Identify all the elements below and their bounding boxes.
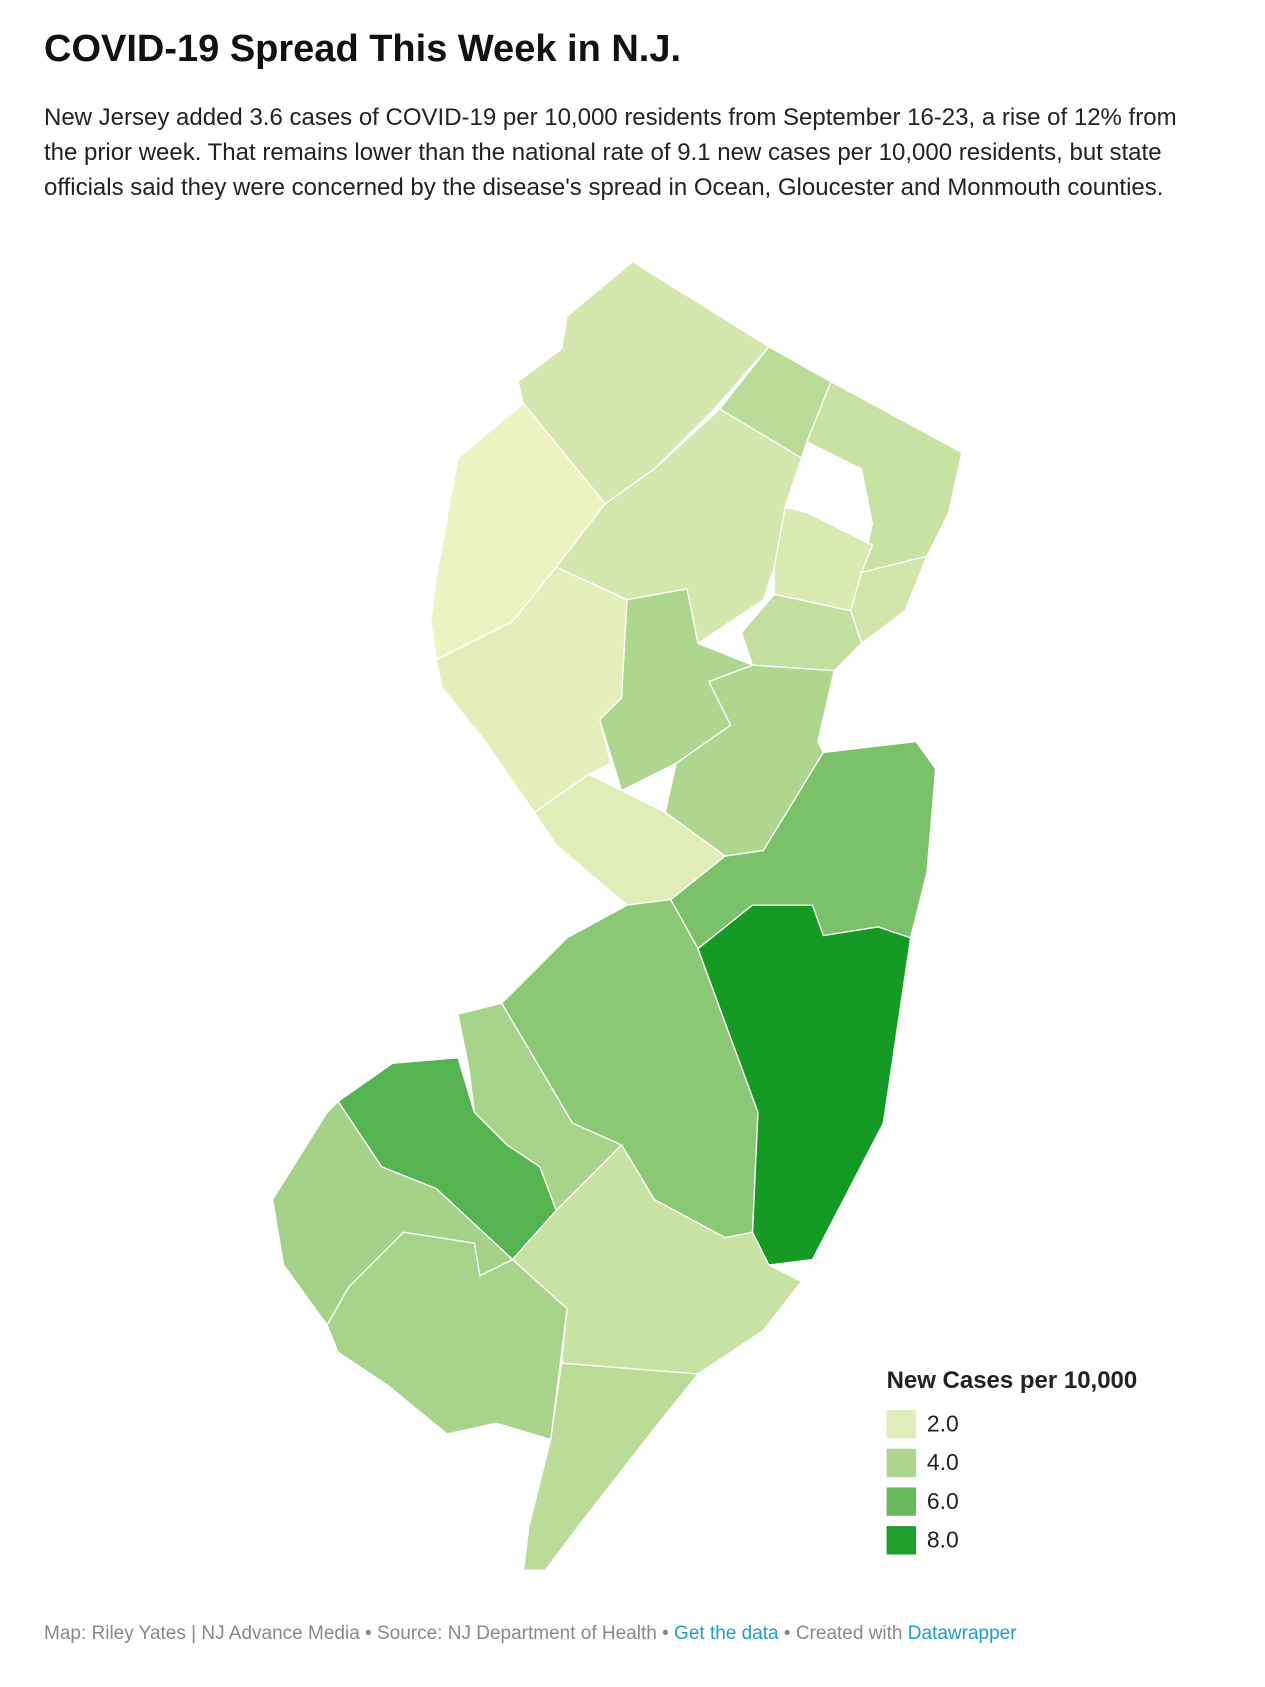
county (522, 1362, 699, 1571)
footer: Map: Riley Yates | NJ Advance Media • So… (44, 1623, 1017, 1645)
legend-label: 8.0 (927, 1526, 959, 1552)
datawrapper-link[interactable]: Datawrapper (907, 1623, 1017, 1644)
title: COVID-19 Spread This Week in N.J. (44, 28, 682, 70)
legend-swatch (886, 1410, 917, 1439)
legend-label: 2.0 (927, 1410, 959, 1436)
legend-swatch (886, 1526, 917, 1555)
source: Map: Riley Yates | NJ Advance Media • So… (44, 1623, 669, 1644)
legend-swatch (886, 1448, 917, 1478)
description: New Jersey added 3.6 cases of COVID-19 p… (44, 104, 1177, 201)
legend-title: New Cases per 10,000 (887, 1367, 1138, 1394)
county (435, 566, 628, 814)
legend-label: 6.0 (927, 1488, 959, 1514)
county (849, 555, 928, 645)
get-data-link[interactable]: Get the data (674, 1623, 779, 1644)
legend-label: 4.0 (927, 1449, 959, 1475)
created-with: • Created with (783, 1623, 903, 1644)
legend-swatch (886, 1487, 917, 1516)
